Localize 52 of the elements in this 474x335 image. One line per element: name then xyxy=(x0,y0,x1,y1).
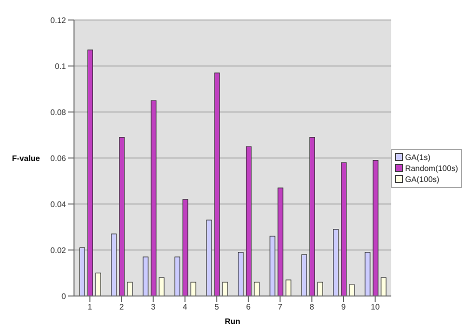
bar xyxy=(142,256,148,296)
x-tick-label: 5 xyxy=(214,302,220,312)
y-tick-label: 0.1 xyxy=(54,62,67,71)
bar xyxy=(87,50,94,296)
bar xyxy=(190,282,196,296)
bar xyxy=(278,188,284,296)
bar xyxy=(246,146,252,296)
x-tick-label: 10 xyxy=(370,302,380,312)
bar xyxy=(95,272,102,296)
bar xyxy=(380,277,386,296)
y-axis-title: F-value xyxy=(12,154,41,163)
x-tick-label: 2 xyxy=(119,302,124,312)
x-tick-label: 8 xyxy=(310,302,315,312)
bar xyxy=(349,284,355,296)
bar xyxy=(372,160,378,296)
bar xyxy=(214,72,220,296)
bar xyxy=(111,234,117,296)
bar xyxy=(182,199,188,296)
bar xyxy=(127,282,133,296)
bar xyxy=(119,137,125,296)
y-tick-label: 0.06 xyxy=(50,154,67,163)
bar xyxy=(341,162,347,296)
bar xyxy=(206,220,212,296)
bar xyxy=(174,256,180,296)
legend-label: Random(100s) xyxy=(405,162,458,174)
bar xyxy=(158,277,164,296)
y-tick-label: 0 xyxy=(62,292,67,301)
x-tick-label: 9 xyxy=(341,302,346,312)
y-tick-label: 0.02 xyxy=(50,246,67,255)
x-tick-label: 6 xyxy=(246,302,252,312)
y-tick-label: 0.08 xyxy=(50,108,67,117)
legend-label: GA(100s) xyxy=(405,174,440,184)
bar xyxy=(150,100,156,296)
bar xyxy=(238,252,244,296)
x-tick-label: 3 xyxy=(151,302,156,312)
bar xyxy=(333,229,339,296)
bar xyxy=(364,252,370,296)
x-tick-label: 1 xyxy=(88,302,93,312)
bar xyxy=(79,247,86,296)
bar xyxy=(222,282,228,296)
y-tick-label: 0.04 xyxy=(50,200,67,209)
x-tick-label: 4 xyxy=(182,302,188,312)
bar xyxy=(270,236,276,296)
legend-label: GA(1s) xyxy=(405,152,430,162)
bar xyxy=(309,137,315,296)
bar xyxy=(254,282,260,296)
bar xyxy=(317,282,323,296)
bar xyxy=(301,254,307,296)
bar xyxy=(286,280,292,296)
y-tick-label: 0.12 xyxy=(50,16,67,25)
x-axis-title: Run xyxy=(224,317,240,326)
x-tick-label: 7 xyxy=(278,302,283,312)
